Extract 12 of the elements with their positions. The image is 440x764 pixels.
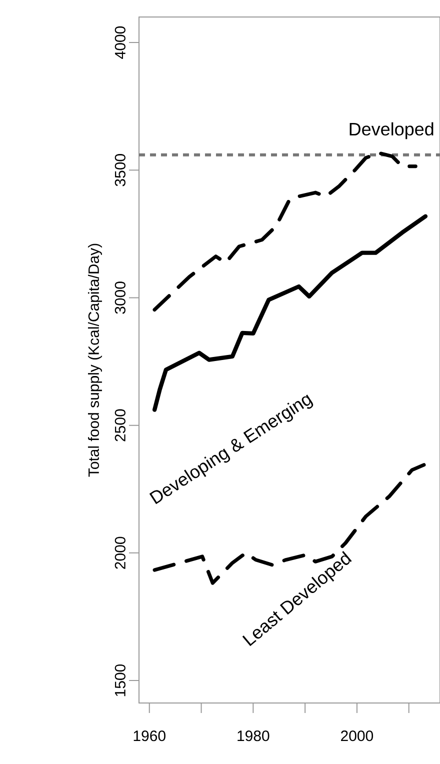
x-tick-label: 1980 <box>238 730 270 742</box>
x-tick-label: 2000 <box>341 730 374 742</box>
y-tick-label: 2500 <box>114 409 126 442</box>
y-tick-label: 1500 <box>114 664 126 696</box>
series-label: Developed <box>350 122 434 140</box>
y-tick-label: 3500 <box>114 154 126 186</box>
y-tick-label: 2000 <box>114 536 126 569</box>
x-tick-label: 1960 <box>134 730 166 742</box>
y-axis-title: Total food supply (Kcal/Capita/Day) <box>88 244 102 477</box>
y-tick-label: 3000 <box>114 282 126 314</box>
line-series <box>152 151 418 312</box>
y-tick-label: 4000 <box>114 26 126 59</box>
